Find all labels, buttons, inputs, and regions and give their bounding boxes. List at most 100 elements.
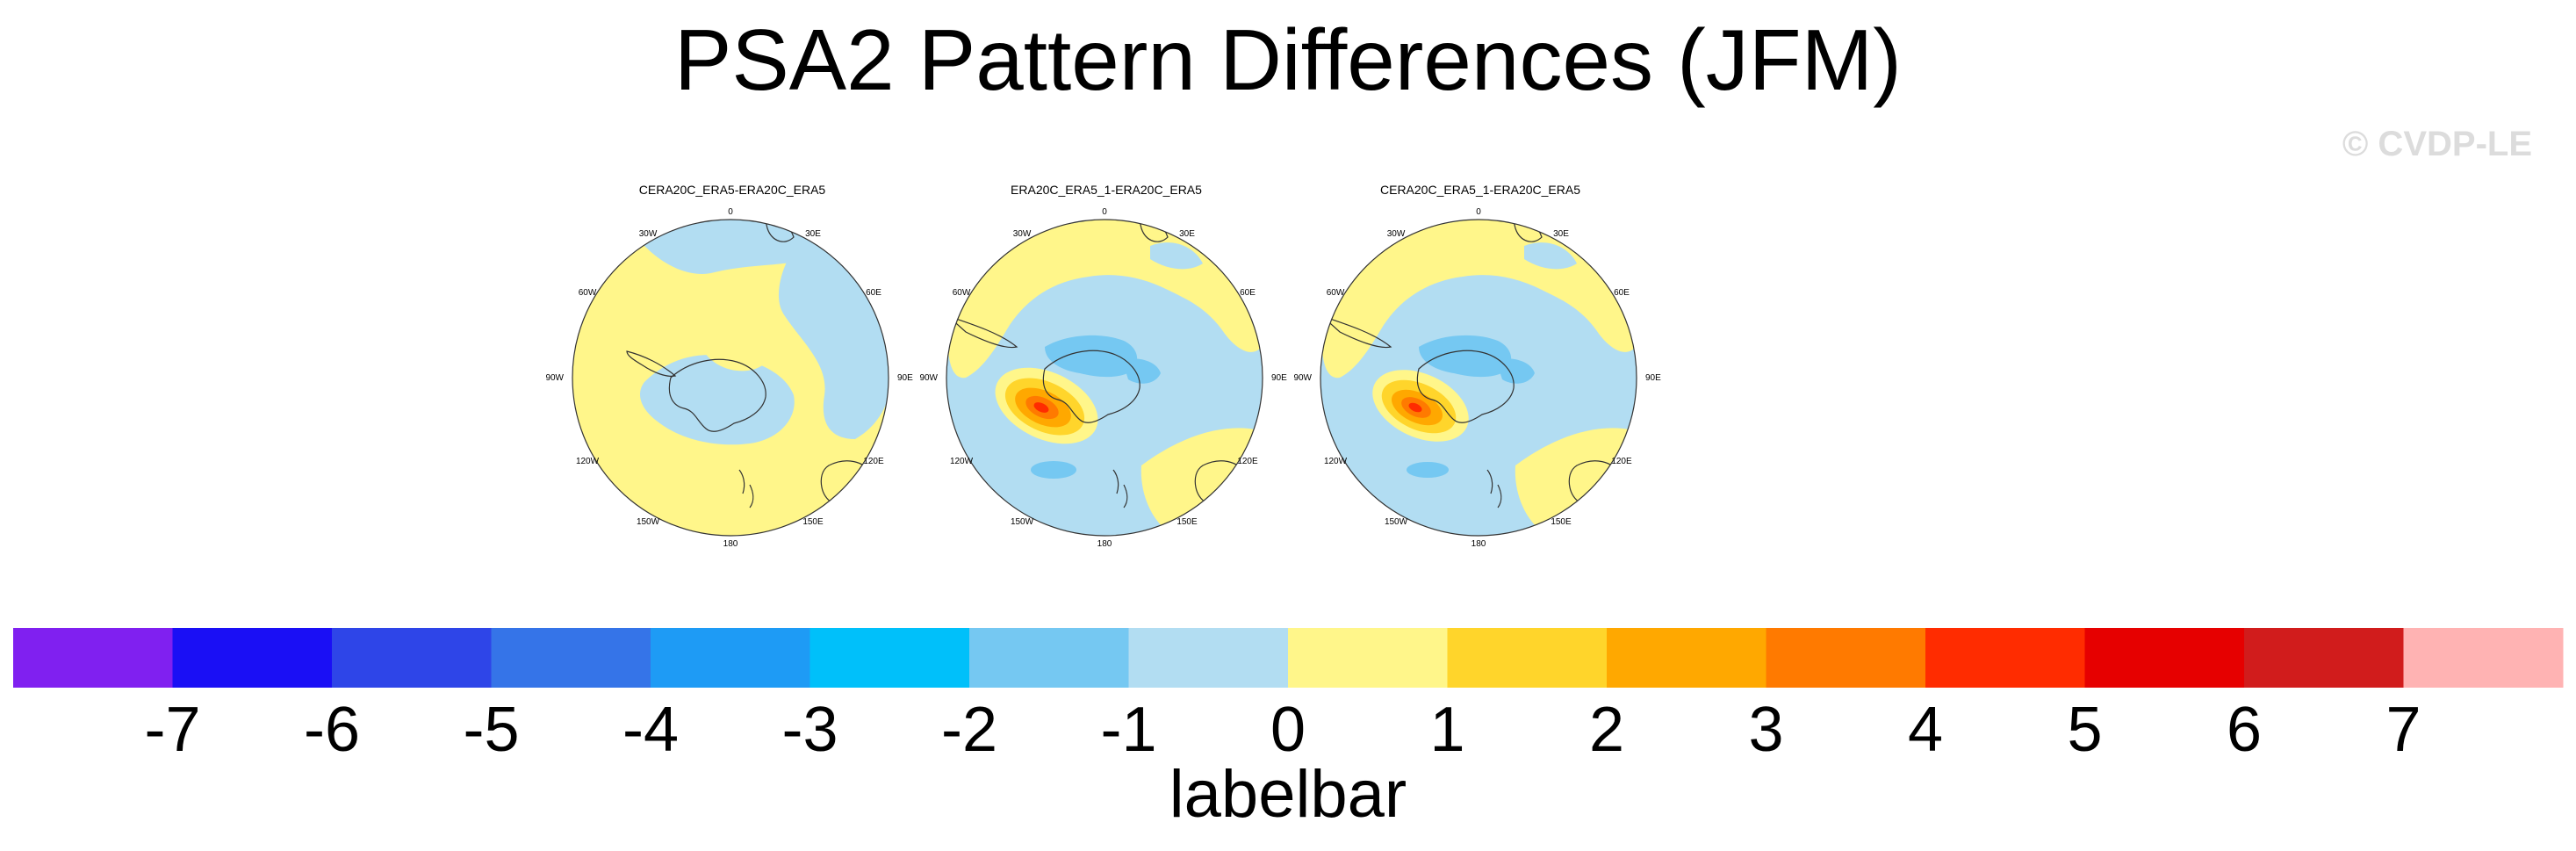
lon-label: 150E [1551,517,1572,527]
lon-label: 120E [1611,457,1632,466]
lon-label: 150W [1385,517,1408,527]
south-america-outline [1321,315,1392,349]
panel-title: ERA20C_ERA5_1-ERA20C_ERA5 [1011,183,1202,197]
labelbar-box [1766,628,1926,688]
map-panel-2: ERA20C_ERA5_1-ERA20C_ERA5 [913,176,1299,562]
lon-label: 90W [1293,373,1312,383]
lon-label: 90E [1645,373,1661,383]
labelbar-box [13,628,173,688]
lon-label: 90W [919,373,938,383]
lon-label: 90E [1271,373,1287,383]
labelbar-boxes [13,628,2564,688]
lon-label: 150E [1176,517,1198,527]
panel-title: CERA20C_ERA5-ERA20C_ERA5 [638,183,826,197]
lon-label: 0 [1476,207,1481,217]
negative-anomaly-region [640,355,795,445]
lon-label: 120W [1324,457,1348,466]
negative-anomaly-region [1524,242,1577,270]
labelbar-title: labelbar [1169,757,1407,832]
map-boundary [946,219,1263,537]
polar-map-2: 0 30E 60E 90E 120E 150E 180 150W 120W 90… [919,207,1287,549]
labelbar-box [1447,628,1608,688]
longitude-labels: 0 30E 60E 90E 120E 150E 180 150W 120W 90… [1293,207,1661,549]
lon-label: 120W [950,457,974,466]
lon-label: 0 [1102,207,1107,217]
lon-label: 60W [579,288,597,298]
lon-label: 30E [1553,229,1569,239]
negative-anomaly-region [1419,335,1512,378]
lon-label: 120E [863,457,884,466]
lon-label: 90W [545,373,564,383]
color-labelbar: -7 -6 -5 -4 -3 -2 -1 0 1 2 3 4 5 6 7 labelbar [13,628,2564,832]
africa-outline [762,220,795,242]
lon-label: 0 [728,207,733,217]
labelbar-box [2084,628,2245,688]
labelbar-tick-label: 4 [1908,695,1943,765]
labelbar-tick-label: -4 [622,695,679,765]
labelbar-box [491,628,651,688]
lon-label: 120W [576,457,600,466]
map-boundary [1320,219,1637,537]
negative-anomaly-region [779,237,889,439]
labelbar-tick-label: 0 [1270,695,1306,765]
antarctica-outline [668,358,766,432]
labelbar-box [172,628,333,688]
map-panel-3: CERA20C_ERA5_1-ERA20C_ERA5 0 30E 60 [1287,176,1673,562]
africa-outline [1510,220,1543,242]
labelbar-box [809,628,970,688]
longitude-labels: 0 30E 60E 90E 120E 150E 180 150W 120W 90… [919,207,1287,549]
labelbar-box [651,628,810,688]
labelbar-box [2244,628,2404,688]
antarctica-outline [1416,350,1515,423]
labelbar-box [2403,628,2564,688]
lon-label: 60W [953,288,971,298]
positive-anomaly-region [702,321,773,371]
new-zealand-outline [1486,469,1502,508]
lon-label: 150W [1011,517,1034,527]
lon-label: 60E [1614,288,1630,298]
positive-anomaly-region [1515,428,1634,531]
lon-label: 30W [1387,229,1406,239]
labelbar-tick-label: -1 [1100,695,1156,765]
panel-title: CERA20C_ERA5_1-ERA20C_ERA5 [1380,183,1580,197]
labelbar-box [969,628,1129,688]
labelbar-box [332,628,492,688]
labelbar-tick-label: -2 [941,695,997,765]
positive-contour-5 [1033,402,1049,413]
watermark: © CVDP-LE [2342,125,2532,163]
positive-anomaly-region [1140,428,1260,531]
south-america-outline [947,315,1018,349]
lon-label: 150E [802,517,824,527]
labelbar-tick-label: 6 [2227,695,2262,765]
africa-outline [1136,220,1169,242]
lon-label: 30W [639,229,658,239]
labelbar-tick-label: -7 [144,695,200,765]
labelbar-box [1925,628,2085,688]
labelbar-tick-label: 7 [2385,695,2421,765]
labelbar-box [1607,628,1767,688]
new-zealand-outline [1112,469,1128,508]
negative-anomaly-region [1150,242,1203,270]
lon-label: 60E [1240,288,1256,298]
south-america-outline [626,350,677,377]
lon-label: 90E [897,373,913,383]
labelbar-tick-label: 5 [2067,695,2102,765]
lon-label: 180 [1471,539,1486,549]
labelbar-box [1288,628,1448,688]
negative-anomaly-region [1407,462,1449,478]
lon-label: 30W [1013,229,1032,239]
labelbar-tick-labels: -7 -6 -5 -4 -3 -2 -1 0 1 2 3 4 5 6 7 [144,695,2421,765]
negative-anomaly-region [1031,461,1076,479]
lon-label: 120E [1237,457,1258,466]
polar-map-1: 0 30E 60E 90E 120E 150E 180 150W 120W 90… [545,207,913,549]
lon-label: 150W [637,517,660,527]
labelbar-tick-label: 1 [1429,695,1464,765]
map-panel-1: CERA20C_ERA5-ERA20C_ERA5 0 [539,176,925,562]
lon-label: 30E [805,229,821,239]
polar-map-3: 0 30E 60E 90E 120E 150E 180 150W 120W 90… [1293,207,1661,549]
new-zealand-outline [738,469,754,508]
page-title: PSA2 Pattern Differences (JFM) [674,11,1902,108]
negative-anomaly-region [1122,358,1161,384]
longitude-labels: 0 30E 60E 90E 120E 150E 180 150W 120W 90… [545,207,913,549]
labelbar-box [1128,628,1289,688]
